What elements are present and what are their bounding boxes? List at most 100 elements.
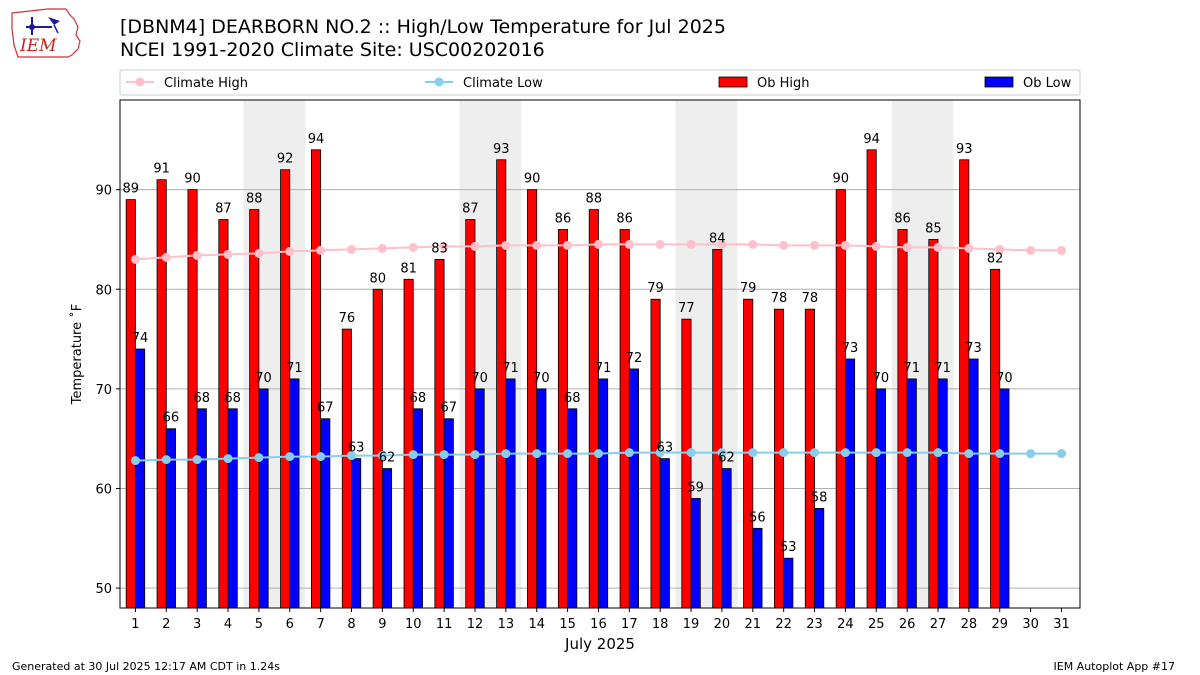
legend-ob-high-swatch bbox=[718, 76, 748, 88]
ob-high-bar bbox=[434, 258, 445, 609]
ob-high-bar bbox=[928, 239, 939, 609]
x-tick-label: 1 bbox=[131, 617, 139, 632]
ob-low-bar-label: 66 bbox=[163, 411, 180, 426]
ob-low-bar bbox=[505, 378, 516, 609]
app-footer: IEM Autoplot App #17 bbox=[1053, 660, 1176, 673]
climate-low-point bbox=[130, 456, 140, 466]
climate-low-point bbox=[717, 448, 727, 458]
ob-low-bar bbox=[968, 358, 979, 609]
climate-high-point bbox=[964, 243, 974, 253]
legend-climate-low-marker bbox=[434, 77, 444, 87]
ob-high-bar-label: 92 bbox=[277, 152, 294, 167]
ob-low-bar bbox=[628, 368, 639, 609]
x-tick-label: 14 bbox=[528, 617, 545, 632]
x-tick-label: 26 bbox=[899, 617, 916, 632]
y-tick-label: 70 bbox=[95, 383, 112, 398]
climate-low-point bbox=[563, 449, 573, 459]
ob-low-bar bbox=[536, 388, 547, 609]
legend-frame bbox=[119, 69, 1081, 96]
ob-low-bar-label: 71 bbox=[286, 361, 303, 376]
ob-low-bar-label: 71 bbox=[502, 361, 519, 376]
ob-high-bar-label: 86 bbox=[894, 211, 911, 226]
climate-low-point bbox=[748, 448, 758, 458]
ob-low-bar bbox=[289, 378, 300, 609]
ob-low-bar bbox=[783, 557, 794, 609]
ob-high-bar bbox=[990, 268, 1001, 609]
climate-high-point bbox=[717, 239, 727, 249]
ob-low-bar-label: 58 bbox=[811, 490, 828, 505]
x-tick-label: 31 bbox=[1053, 617, 1070, 632]
ob-high-bar-label: 83 bbox=[431, 241, 448, 256]
ob-high-bar bbox=[280, 169, 291, 609]
data-labels: 89 91 90 87 88 92 94 76 80 81 83 87 93 90 86 88 86 79 77 84… bbox=[123, 132, 1013, 555]
chart-title: [DBNM4] DEARBORN NO.2 :: High/Low Temper… bbox=[120, 16, 726, 38]
ob-low-bar-label: 53 bbox=[780, 540, 797, 555]
x-tick-label: 28 bbox=[961, 617, 978, 632]
ob-high-bar-label: 88 bbox=[246, 192, 263, 207]
ob-low-bar bbox=[721, 468, 732, 609]
climate-low-point bbox=[933, 448, 943, 458]
climate-high-point bbox=[748, 239, 758, 249]
x-tick-label: 27 bbox=[930, 617, 947, 632]
ob-high-bar-label: 79 bbox=[647, 281, 664, 296]
ob-high-bar-label: 90 bbox=[524, 172, 541, 187]
climate-low-point bbox=[840, 448, 850, 458]
generated-footer: Generated at 30 Jul 2025 12:17 AM CDT in… bbox=[12, 660, 280, 673]
ob-low-bar bbox=[320, 418, 331, 609]
x-tick-label: 30 bbox=[1022, 617, 1039, 632]
legend-climate-low-label: Climate Low bbox=[463, 76, 543, 91]
ob-low-bar-label: 73 bbox=[842, 341, 859, 356]
ob-low-bar bbox=[598, 378, 609, 609]
x-tick-label: 20 bbox=[714, 617, 731, 632]
ob-low-bar-label: 70 bbox=[471, 371, 488, 386]
climate-low-point bbox=[871, 448, 881, 458]
climate-high-point bbox=[223, 249, 233, 259]
x-tick-label: 13 bbox=[498, 617, 515, 632]
ob-high-bar bbox=[496, 159, 507, 609]
climate-low-point bbox=[810, 448, 820, 458]
ob-high-bar bbox=[249, 209, 260, 609]
ob-low-bar-label: 72 bbox=[626, 351, 643, 366]
climate-lines bbox=[130, 239, 1066, 466]
climate-low-point bbox=[223, 454, 233, 464]
climate-high-point bbox=[871, 241, 881, 251]
ob-low-bar-label: 68 bbox=[224, 391, 241, 406]
ob-low-bar-label: 63 bbox=[657, 441, 674, 456]
iem-logo: IEM bbox=[8, 5, 83, 65]
climate-low-point bbox=[408, 450, 418, 460]
ob-low-bar bbox=[567, 408, 578, 609]
climate-high-point bbox=[1026, 245, 1036, 255]
climate-high-point bbox=[347, 244, 357, 254]
ob-high-bar-label: 81 bbox=[400, 261, 417, 276]
ob-low-bar bbox=[135, 348, 146, 609]
x-tick-label: 9 bbox=[378, 617, 386, 632]
ob-high-bar-label: 79 bbox=[740, 281, 757, 296]
x-tick-label: 19 bbox=[683, 617, 700, 632]
ob-high-bar bbox=[959, 159, 970, 609]
x-tick-label: 8 bbox=[347, 617, 355, 632]
ob-high-bar-label: 94 bbox=[863, 132, 880, 147]
x-tick-label: 15 bbox=[559, 617, 576, 632]
chart-subtitle: NCEI 1991-2020 Climate Site: USC00202016 bbox=[120, 39, 545, 61]
ob-low-bar-label: 70 bbox=[873, 371, 890, 386]
legend-ob-high-label: Ob High bbox=[757, 76, 810, 91]
ob-high-bar bbox=[218, 219, 229, 609]
ob-low-bar bbox=[937, 378, 948, 609]
ob-high-bar-label: 90 bbox=[832, 172, 849, 187]
ob-low-bar bbox=[351, 458, 362, 609]
climate-low-point bbox=[316, 452, 326, 462]
climate-low-point bbox=[902, 448, 912, 458]
ob-high-bar-label: 86 bbox=[555, 211, 572, 226]
ob-low-bar-label: 56 bbox=[749, 510, 766, 525]
legend-ob-low-label: Ob Low bbox=[1023, 76, 1072, 91]
climate-high-point bbox=[840, 240, 850, 250]
climate-low-point bbox=[624, 448, 634, 458]
climate-low-point bbox=[377, 451, 387, 461]
y-tick-label: 50 bbox=[95, 582, 112, 597]
ob-low-bar bbox=[196, 408, 207, 609]
ob-high-bar-label: 90 bbox=[184, 172, 201, 187]
ob-low-bar-label: 62 bbox=[718, 451, 735, 466]
ob-low-bar bbox=[814, 507, 825, 609]
